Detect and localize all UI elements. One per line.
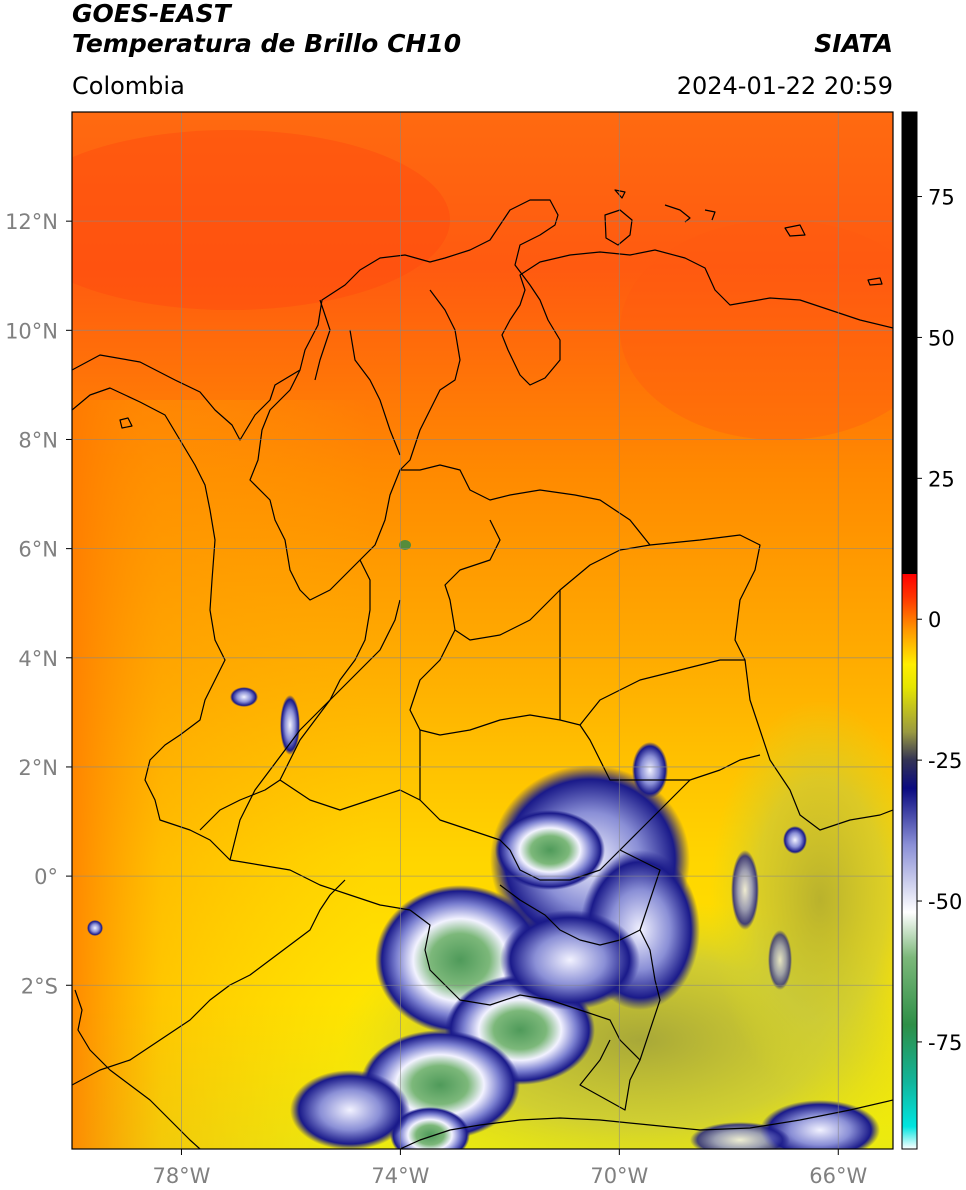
region-label: Colombia: [72, 72, 185, 100]
lon-tick-label: 78°W: [152, 1164, 210, 1188]
datetime-label: 2024-01-22 20:59: [676, 72, 893, 100]
lat-tick-label: 8°N: [18, 428, 58, 452]
map-field: [72, 112, 893, 1149]
colorbar-tick-label: 0: [928, 608, 941, 632]
colorbar-tick-label: -75: [928, 1031, 962, 1055]
colorbar-tick-label: -25: [928, 749, 962, 773]
lat-tick-label: 6°N: [18, 538, 58, 562]
coastlines-borders: [72, 189, 893, 1149]
lat-tick-label: 0°: [34, 865, 58, 889]
colorbar-tick-label: 25: [928, 467, 955, 491]
colorbar-ticks: 75 50 25 0 -25 -50 -75: [917, 186, 962, 1055]
latitude-ticks: 12°N 10°N 8°N 6°N 4°N 2°N 0° 2°S: [5, 210, 72, 998]
longitude-ticks: 78°W 74°W 70°W 66°W: [152, 1149, 867, 1188]
lon-tick-label: 66°W: [809, 1164, 867, 1188]
colorbar-tick-label: -50: [928, 890, 962, 914]
lat-tick-label: 12°N: [5, 210, 58, 234]
colorbar: 75 50 25 0 -25 -50 -75: [901, 111, 962, 1150]
lon-tick-label: 74°W: [371, 1164, 429, 1188]
lat-tick-label: 10°N: [5, 319, 58, 343]
lat-tick-label: 4°N: [18, 647, 58, 671]
satellite-title: GOES-EAST: [72, 0, 231, 28]
product-title: Temperatura de Brillo CH10: [72, 29, 462, 58]
colorbar-tick-label: 75: [928, 186, 955, 210]
colorbar-tick-label: 50: [928, 326, 955, 350]
gridlines: [72, 112, 893, 1149]
lon-tick-label: 70°W: [590, 1164, 648, 1188]
lat-tick-label: 2°S: [21, 974, 58, 998]
map-frame: [71, 111, 894, 1150]
lat-tick-label: 2°N: [18, 756, 58, 780]
source-label: SIATA: [814, 29, 893, 58]
